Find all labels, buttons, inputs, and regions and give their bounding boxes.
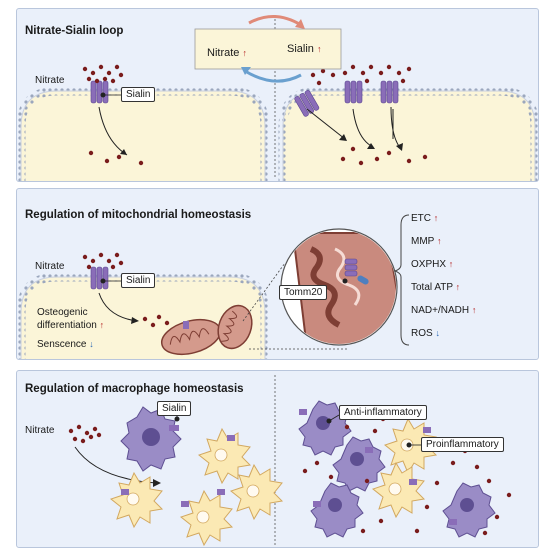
senescence-down-arrow-icon: ↓ bbox=[89, 339, 94, 349]
nitrate-up-arrow-icon: ↑ bbox=[242, 48, 247, 58]
effect-oxphx: OXPHX ↑ bbox=[411, 259, 454, 270]
loop-sialin-label: Sialin ↑ bbox=[287, 43, 321, 55]
panel2-title: Regulation of mitochondrial homeostasis bbox=[25, 209, 252, 221]
proinflammatory-box: Proinflammatory bbox=[421, 437, 504, 452]
panel1-nitrate-label: Nitrate bbox=[35, 75, 65, 86]
panel3-illustration bbox=[68, 375, 512, 547]
anti-inflammatory-box: Anti-inflammatory bbox=[339, 405, 427, 420]
panel-nitrate-sialin-loop: Nitrate-Sialin loop Nitrate ↑ Sialin ↑ N… bbox=[16, 8, 539, 182]
panel-macrophage-homeostasis: Regulation of macrophage homeostasis Nit… bbox=[16, 370, 539, 548]
panel3-nitrate-label: Nitrate bbox=[25, 425, 55, 436]
panel2-nitrate-label: Nitrate bbox=[35, 261, 65, 272]
senescence-label: Senscence ↓ bbox=[37, 339, 94, 350]
osteogenic-text: Osteogenic bbox=[37, 307, 88, 318]
effect-mmp: MMP ↑ bbox=[411, 236, 442, 247]
up-arrow-icon: ↑ bbox=[448, 259, 454, 269]
up-arrow-icon: ↑ bbox=[433, 213, 439, 223]
up-arrow-icon: ↑ bbox=[455, 282, 461, 292]
up-arrow-icon: ↑ bbox=[436, 236, 442, 246]
panel1-title: Nitrate-Sialin loop bbox=[25, 25, 124, 37]
m1-macrophage bbox=[120, 406, 182, 472]
down-arrow-icon: ↓ bbox=[435, 328, 440, 338]
tomm20-box: Tomm20 bbox=[279, 285, 328, 300]
loop-sialin-text: Sialin bbox=[287, 43, 314, 55]
effect-ros: ROS ↓ bbox=[411, 328, 440, 339]
effect-nad-nadh: NAD+/NADH ↑ bbox=[411, 305, 477, 316]
loop-nitrate-text: Nitrate bbox=[207, 47, 240, 59]
up-arrow-icon: ↑ bbox=[471, 305, 477, 315]
differentiation-text: differentiation bbox=[37, 320, 97, 331]
mitochondria-group bbox=[160, 304, 253, 356]
panel1-sialin-box: Sialin bbox=[121, 87, 156, 102]
sialin-up-arrow-icon: ↑ bbox=[316, 44, 322, 54]
panel2-sialin-box: Sialin bbox=[121, 273, 156, 288]
effects-list: ETC ↑ MMP ↑ OXPHX ↑ Total ATP ↑ NAD+/NAD… bbox=[411, 213, 531, 351]
loop-nitrate-label: Nitrate ↑ bbox=[207, 47, 247, 59]
effect-etc: ETC ↑ bbox=[411, 213, 439, 224]
panel3-title: Regulation of macrophage homeostasis bbox=[25, 383, 244, 395]
panel3-sialin-box: Sialin bbox=[157, 401, 192, 416]
senescence-text: Senscence bbox=[37, 339, 87, 350]
effect-total-atp: Total ATP ↑ bbox=[411, 282, 461, 293]
osteogenic-label: Osteogenic differentiation ↑ bbox=[37, 307, 104, 332]
panel-mitochondrial-homeostasis: Regulation of mitochondrial homeostasis … bbox=[16, 188, 539, 360]
panel1-illustration bbox=[17, 15, 538, 181]
osteogenic-up-arrow-icon: ↑ bbox=[99, 320, 105, 330]
